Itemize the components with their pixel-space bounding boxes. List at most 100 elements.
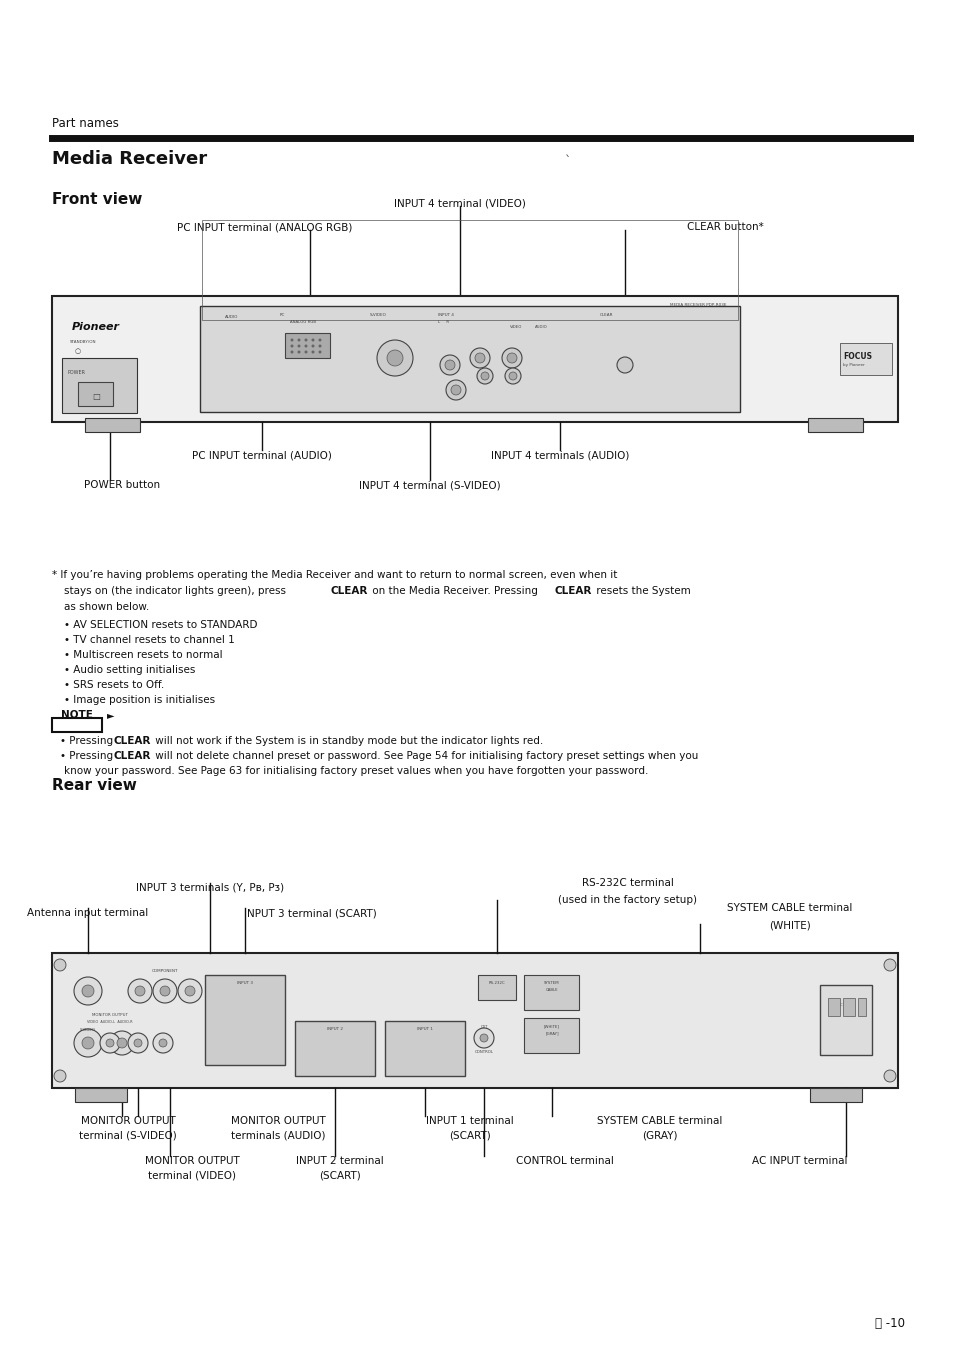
Circle shape [178,979,202,1002]
Text: (used in the factory setup): (used in the factory setup) [558,894,697,905]
Text: POWER: POWER [68,370,86,376]
Text: terminal (VIDEO): terminal (VIDEO) [148,1170,235,1179]
Text: INPUT 2: INPUT 2 [327,1027,343,1031]
Text: STANDBY/ON: STANDBY/ON [70,340,96,345]
Circle shape [133,1039,142,1047]
Circle shape [291,350,294,354]
Circle shape [470,349,490,367]
Text: POWER button: POWER button [84,480,160,490]
Text: INPUT 4: INPUT 4 [437,313,454,317]
Circle shape [106,1039,113,1047]
Text: will not work if the System is in standby mode but the indicator lights red.: will not work if the System is in standb… [152,736,542,746]
Circle shape [312,350,314,354]
Circle shape [100,1034,120,1052]
Circle shape [82,1038,94,1048]
Text: VIDEO: VIDEO [510,326,522,330]
Text: FOCUS: FOCUS [842,353,871,361]
Text: CLEAR: CLEAR [331,586,368,596]
Text: CONTROL terminal: CONTROL terminal [516,1156,614,1166]
Circle shape [291,345,294,347]
Circle shape [297,350,300,354]
Text: (GRAY): (GRAY) [641,1129,677,1140]
Text: [WHITE]: [WHITE] [543,1024,559,1028]
Text: terminals (AUDIO): terminals (AUDIO) [231,1129,325,1140]
Text: S-VIDEO: S-VIDEO [80,1028,96,1032]
Bar [809,1088,862,1102]
Text: MONITOR OUTPUT: MONITOR OUTPUT [81,1116,175,1125]
Text: COMPONENT: COMPONENT [152,969,178,973]
Text: AC INLET: AC INLET [836,1002,854,1006]
Text: Antenna input terminal: Antenna input terminal [28,908,149,917]
Text: RS-232C terminal: RS-232C terminal [581,878,673,888]
Circle shape [446,380,465,400]
Text: Pioneer: Pioneer [71,322,120,332]
Circle shape [318,345,321,347]
Text: [GRAY]: [GRAY] [544,1031,558,1035]
Text: SYSTEM: SYSTEM [543,981,559,985]
Text: on the Media Receiver. Pressing: on the Media Receiver. Pressing [369,586,540,596]
Circle shape [883,959,895,971]
Circle shape [312,339,314,342]
Text: • Image position is initialises: • Image position is initialises [64,694,214,705]
Text: L     R: L R [437,320,449,324]
Text: CLEAR: CLEAR [113,751,152,761]
Text: INPUT 2 terminal: INPUT 2 terminal [295,1156,383,1166]
Bar [857,998,865,1016]
Text: • Multiscreen resets to normal: • Multiscreen resets to normal [64,650,222,661]
Text: Front view: Front view [52,192,142,207]
Text: • Pressing: • Pressing [60,736,116,746]
Text: • SRS resets to Off.: • SRS resets to Off. [64,680,164,690]
Circle shape [304,339,307,342]
Text: (SCART): (SCART) [449,1129,491,1140]
Circle shape [135,986,145,996]
Text: know your password. See Page 63 for initialising factory preset values when you : know your password. See Page 63 for init… [64,766,648,775]
Circle shape [312,345,314,347]
Circle shape [304,345,307,347]
Bar [842,998,854,1016]
Circle shape [504,367,520,384]
Text: INPUT 1: INPUT 1 [416,1027,433,1031]
Text: SYSTEM CABLE terminal: SYSTEM CABLE terminal [597,1116,722,1125]
Circle shape [376,340,413,376]
Circle shape [297,339,300,342]
Circle shape [509,372,517,380]
Text: will not delete channel preset or password. See Page 54 for initialising factory: will not delete channel preset or passwo… [152,751,698,761]
Bar [523,1019,578,1052]
Text: (SCART): (SCART) [319,1170,360,1179]
Bar [202,220,738,320]
Text: stays on (the indicator lights green), press: stays on (the indicator lights green), p… [64,586,289,596]
Circle shape [110,1031,133,1055]
Circle shape [304,350,307,354]
Text: (WHITE): (WHITE) [768,920,810,929]
Text: RS-232C: RS-232C [488,981,505,985]
Bar [385,1021,464,1075]
Circle shape [74,1029,102,1056]
Text: resets the System: resets the System [593,586,690,596]
Bar [75,1088,127,1102]
Bar [807,417,862,432]
Text: ○: ○ [75,349,81,354]
Text: as shown below.: as shown below. [64,603,149,612]
Circle shape [451,385,460,394]
Bar [827,998,840,1016]
Text: INPUT 4 terminal (S-VIDEO): INPUT 4 terminal (S-VIDEO) [359,480,500,490]
Text: MONITOR OUTPUT: MONITOR OUTPUT [231,1116,325,1125]
Text: INPUT 4 terminals (AUDIO): INPUT 4 terminals (AUDIO) [490,450,629,459]
Circle shape [152,979,177,1002]
Circle shape [117,1038,127,1048]
Text: SYSTEM CABLE terminal: SYSTEM CABLE terminal [726,902,852,913]
Circle shape [318,350,321,354]
Circle shape [74,977,102,1005]
Text: terminal (S-VIDEO): terminal (S-VIDEO) [79,1129,176,1140]
Circle shape [54,959,66,971]
Bar [52,296,897,422]
Bar [52,717,102,732]
Circle shape [475,353,484,363]
Bar [78,382,112,407]
Bar [205,975,285,1065]
Text: • AV SELECTION resets to STANDARD: • AV SELECTION resets to STANDARD [64,620,257,630]
Text: OUT: OUT [479,1025,487,1029]
Text: NOTE: NOTE [61,711,92,720]
Circle shape [476,367,493,384]
Circle shape [506,353,517,363]
